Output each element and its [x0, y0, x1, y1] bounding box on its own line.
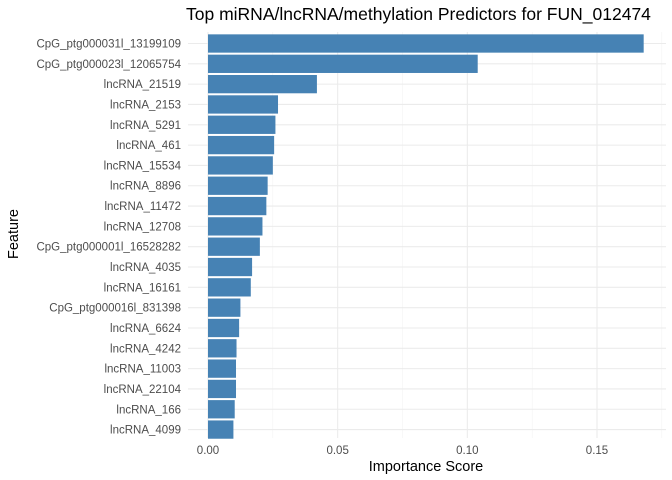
y-tick-label: lncRNA_12708	[104, 221, 181, 233]
chart-title: Top miRNA/lncRNA/methylation Predictors …	[186, 4, 651, 25]
y-tick-label: lncRNA_4242	[110, 343, 181, 355]
y-tick-labels: CpG_ptg000031l_13199109 CpG_ptg000023l_12…	[36, 39, 181, 437]
bar	[208, 278, 251, 297]
y-tick-label: CpG_ptg000016l_831398	[49, 303, 181, 315]
x-tick-label: 0.10	[456, 445, 478, 457]
y-tick-label: lncRNA_6624	[110, 323, 182, 335]
x-tick-label: 0.00	[197, 445, 219, 457]
y-axis-title: Feature	[6, 209, 22, 259]
x-tick-labels: 0.00 0.05 0.10 0.15	[197, 445, 608, 457]
x-axis-title: Importance Score	[369, 459, 483, 475]
y-tick-label: lncRNA_166	[116, 404, 181, 416]
bar	[208, 156, 273, 175]
x-tick-label: 0.15	[586, 445, 608, 457]
y-tick-label: lncRNA_15534	[104, 160, 182, 172]
y-tick-label: CpG_ptg000001l_16528282	[36, 242, 181, 254]
y-tick-label: lncRNA_11472	[104, 201, 181, 213]
y-tick-label: lncRNA_4035	[110, 262, 181, 274]
bar	[208, 379, 237, 399]
bar	[208, 135, 275, 155]
y-tick-label: lncRNA_11003	[104, 364, 181, 376]
bar	[208, 359, 237, 378]
bar	[208, 420, 234, 439]
bar	[208, 196, 267, 216]
bar	[208, 34, 644, 53]
bar	[208, 54, 478, 73]
bar	[208, 339, 237, 358]
bar	[208, 115, 276, 134]
y-tick-label: CpG_ptg000023l_12065754	[36, 59, 181, 71]
y-tick-label: lncRNA_22104	[104, 384, 182, 396]
y-tick-label: lncRNA_2153	[110, 99, 181, 111]
y-tick-label: lncRNA_8896	[110, 181, 181, 193]
y-tick-label: lncRNA_4099	[110, 425, 181, 437]
bar	[208, 74, 317, 94]
bar	[208, 176, 268, 195]
bar	[208, 217, 263, 236]
y-tick-label: lncRNA_16161	[104, 282, 181, 294]
bar	[208, 400, 235, 419]
bar	[208, 95, 279, 114]
y-tick-label: lncRNA_5291	[110, 120, 181, 132]
bars-group	[208, 34, 644, 439]
y-tick-label: lncRNA_461	[116, 140, 181, 152]
y-tick-label: lncRNA_21519	[104, 79, 181, 91]
bar	[208, 298, 241, 317]
x-tick-label: 0.05	[326, 445, 348, 457]
bar	[208, 237, 260, 256]
bar	[208, 318, 240, 338]
y-tick-label: CpG_ptg000031l_13199109	[36, 39, 181, 51]
bar	[208, 257, 253, 277]
